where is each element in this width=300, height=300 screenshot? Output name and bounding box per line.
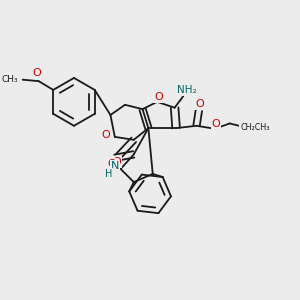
Text: CH₂CH₃: CH₂CH₃ xyxy=(240,123,270,132)
Text: O: O xyxy=(112,157,121,167)
Text: O: O xyxy=(102,130,110,140)
Text: NH₂: NH₂ xyxy=(177,85,197,95)
Text: O: O xyxy=(195,99,204,109)
Text: H: H xyxy=(105,169,112,179)
Text: O: O xyxy=(107,159,116,169)
Text: N: N xyxy=(111,161,119,171)
Text: O: O xyxy=(154,92,163,102)
Text: CH₃: CH₃ xyxy=(1,75,18,84)
Text: O: O xyxy=(212,119,220,129)
Text: O: O xyxy=(33,68,42,78)
